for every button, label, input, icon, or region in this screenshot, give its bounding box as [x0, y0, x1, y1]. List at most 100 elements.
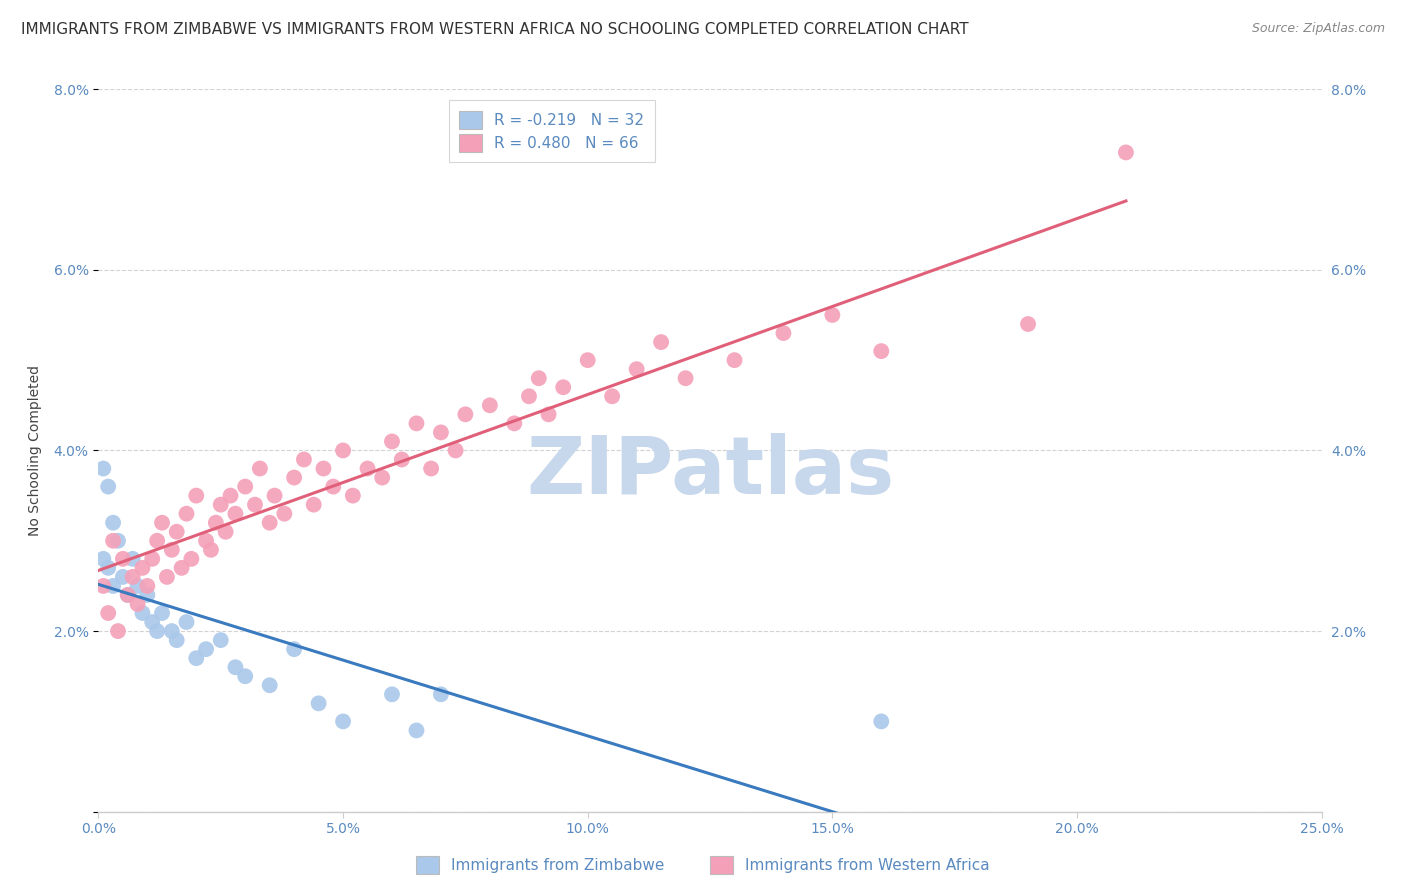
Point — [576, 353, 599, 368]
Point — [101, 516, 124, 530]
Point — [371, 470, 394, 484]
Point — [263, 489, 285, 503]
Point — [870, 714, 893, 729]
Point — [101, 579, 124, 593]
Point — [136, 579, 159, 593]
Point — [186, 651, 208, 665]
Point — [283, 470, 305, 484]
Point — [97, 561, 120, 575]
Point — [224, 660, 246, 674]
Point — [209, 633, 232, 648]
Point — [200, 542, 222, 557]
Text: IMMIGRANTS FROM ZIMBABWE VS IMMIGRANTS FROM WESTERN AFRICA NO SCHOOLING COMPLETE: IMMIGRANTS FROM ZIMBABWE VS IMMIGRANTS F… — [21, 22, 969, 37]
Point — [150, 516, 173, 530]
Point — [91, 551, 114, 566]
Point — [600, 389, 623, 403]
Point — [131, 561, 153, 575]
Point — [430, 425, 453, 440]
Point — [136, 588, 159, 602]
Legend: R = -0.219   N = 32, R = 0.480   N = 66: R = -0.219 N = 32, R = 0.480 N = 66 — [449, 101, 655, 162]
Point — [322, 480, 344, 494]
Point — [101, 533, 124, 548]
Point — [160, 542, 183, 557]
Point — [146, 624, 169, 639]
Point — [1115, 145, 1137, 160]
Point — [166, 524, 188, 539]
Point — [259, 678, 281, 692]
Point — [283, 642, 305, 657]
Point — [650, 334, 672, 349]
Point — [723, 353, 745, 368]
Point — [405, 417, 427, 431]
Point — [430, 687, 453, 701]
Point — [243, 498, 266, 512]
Point — [121, 551, 143, 566]
Y-axis label: No Schooling Completed: No Schooling Completed — [28, 365, 42, 536]
Point — [454, 407, 477, 421]
Point — [219, 489, 242, 503]
Point — [312, 461, 335, 475]
Point — [150, 606, 173, 620]
Point — [209, 498, 232, 512]
Point — [292, 452, 315, 467]
Point — [391, 452, 413, 467]
Point — [205, 516, 228, 530]
Point — [249, 461, 271, 475]
Point — [141, 551, 163, 566]
Point — [626, 362, 648, 376]
Text: ZIPatlas: ZIPatlas — [526, 434, 894, 511]
Point — [214, 524, 236, 539]
Point — [176, 615, 198, 629]
Point — [308, 696, 330, 710]
Point — [259, 516, 281, 530]
Point — [553, 380, 575, 394]
Point — [420, 461, 443, 475]
Point — [381, 687, 404, 701]
Point — [527, 371, 550, 385]
Legend: Immigrants from Zimbabwe, Immigrants from Western Africa: Immigrants from Zimbabwe, Immigrants fro… — [409, 850, 997, 880]
Point — [405, 723, 427, 738]
Point — [517, 389, 540, 403]
Point — [97, 480, 120, 494]
Point — [332, 714, 354, 729]
Point — [111, 570, 134, 584]
Point — [332, 443, 354, 458]
Point — [195, 642, 218, 657]
Point — [478, 398, 501, 412]
Point — [180, 551, 202, 566]
Point — [111, 551, 134, 566]
Point — [224, 507, 246, 521]
Point — [233, 669, 256, 683]
Point — [141, 615, 163, 629]
Point — [91, 579, 114, 593]
Point — [1017, 317, 1039, 331]
Point — [170, 561, 193, 575]
Point — [127, 597, 149, 611]
Point — [503, 417, 526, 431]
Point — [195, 533, 218, 548]
Point — [176, 507, 198, 521]
Point — [381, 434, 404, 449]
Point — [146, 533, 169, 548]
Text: Source: ZipAtlas.com: Source: ZipAtlas.com — [1251, 22, 1385, 36]
Point — [537, 407, 560, 421]
Point — [121, 570, 143, 584]
Point — [131, 606, 153, 620]
Point — [870, 344, 893, 359]
Point — [233, 480, 256, 494]
Point — [107, 624, 129, 639]
Point — [156, 570, 179, 584]
Point — [160, 624, 183, 639]
Point — [186, 489, 208, 503]
Point — [772, 326, 794, 340]
Point — [302, 498, 325, 512]
Point — [821, 308, 844, 322]
Point — [675, 371, 697, 385]
Point — [97, 606, 120, 620]
Point — [356, 461, 378, 475]
Point — [127, 579, 149, 593]
Point — [444, 443, 467, 458]
Point — [166, 633, 188, 648]
Point — [342, 489, 364, 503]
Point — [117, 588, 139, 602]
